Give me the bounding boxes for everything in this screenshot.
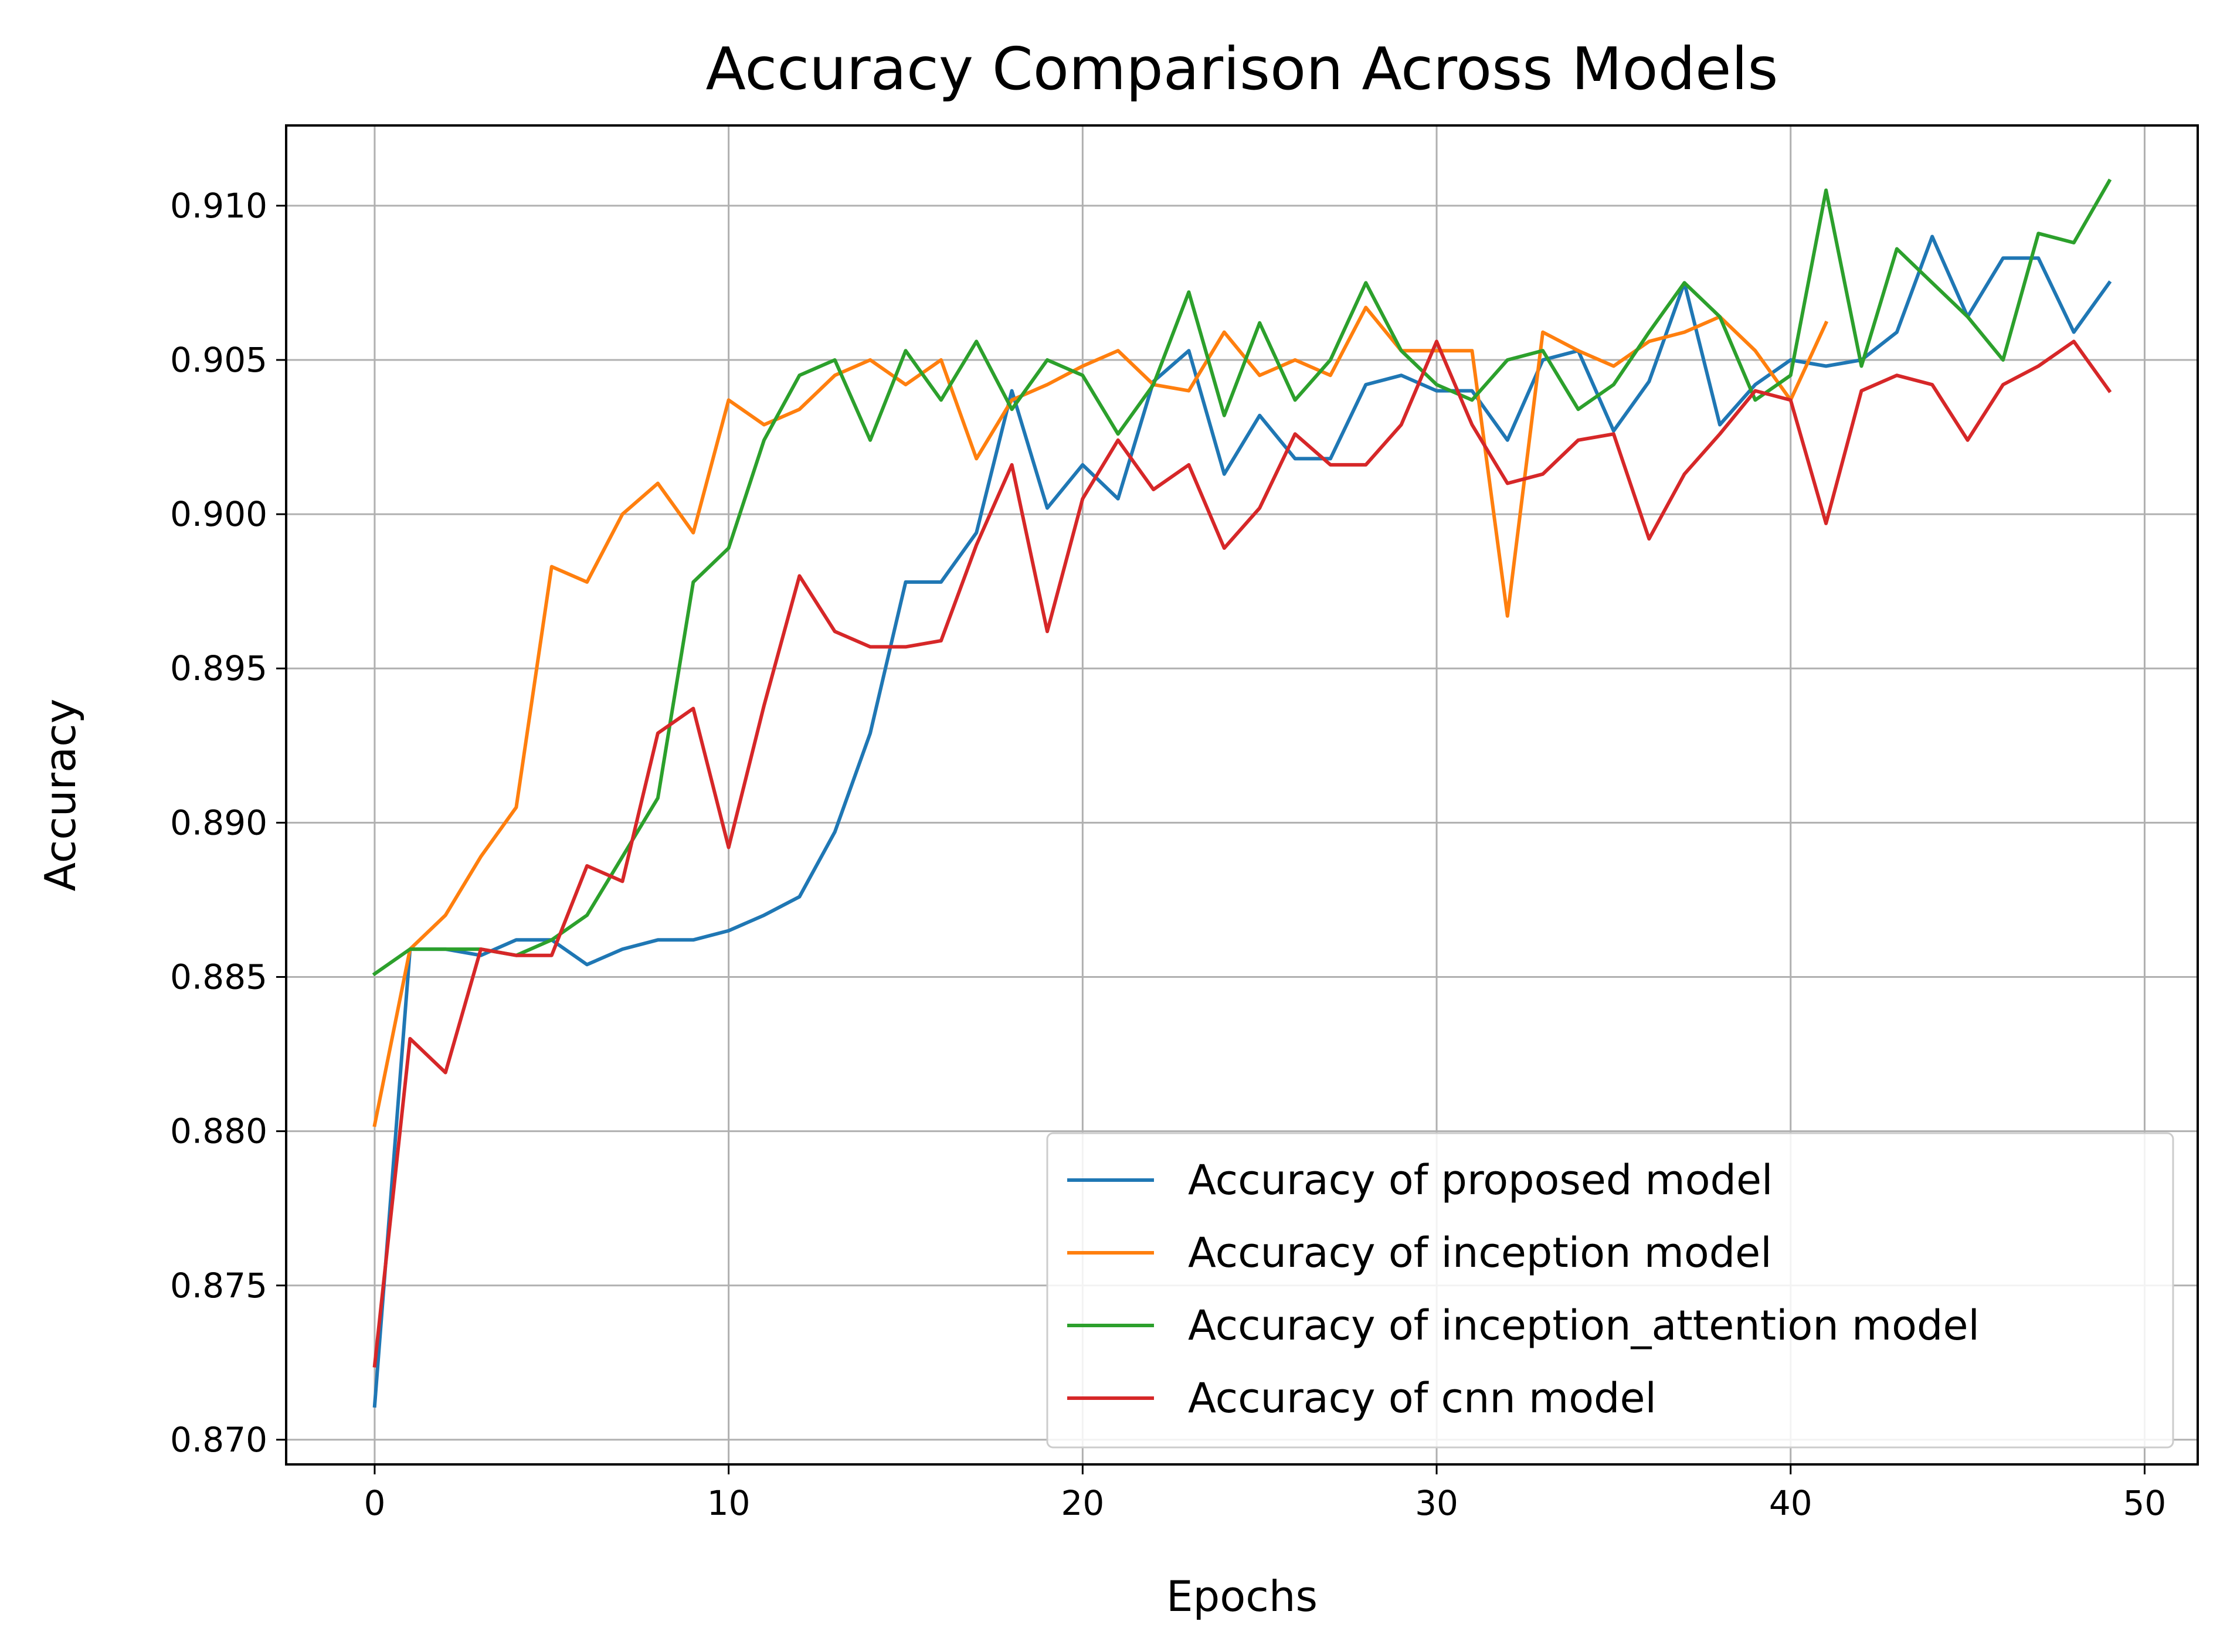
y-tick-label: 0.875	[170, 1266, 267, 1306]
y-axis-title: Accuracy	[36, 699, 85, 892]
y-tick-label: 0.890	[170, 803, 267, 842]
legend-label: Accuracy of cnn model	[1188, 1374, 1656, 1422]
x-tick-label: 20	[1061, 1483, 1104, 1523]
series-line-2	[372, 305, 1829, 1127]
grid-lines	[286, 125, 2198, 1464]
x-axis-title: Epochs	[1166, 1572, 1318, 1621]
x-tick-label: 30	[1415, 1483, 1458, 1523]
x-tick-label: 10	[707, 1483, 751, 1523]
y-tick-label: 0.870	[170, 1420, 267, 1460]
x-tick-label: 40	[1769, 1483, 1812, 1523]
legend-label: Accuracy of inception_attention model	[1188, 1301, 1980, 1350]
axis-ticks: 0 10 20 30 40 50 0.870 0.875 0.880 0.885 0.890 0.89…	[170, 186, 2166, 1523]
plot-area-frame	[285, 124, 2199, 1466]
x-tick-label: 0	[364, 1483, 385, 1523]
y-tick-label: 0.885	[170, 957, 267, 997]
y-tick-label: 0.880	[170, 1111, 267, 1151]
y-tick-label: 0.910	[170, 186, 267, 226]
y-tick-label: 0.905	[170, 340, 267, 380]
legend: Accuracy of proposed model Accuracy of in…	[1046, 1132, 2174, 1449]
legend-box	[1046, 1132, 2174, 1449]
legend-label: Accuracy of inception model	[1188, 1229, 1772, 1277]
series-line-4	[372, 339, 2112, 1368]
series-lines	[372, 178, 2112, 1408]
chart-title: Accuracy Comparison Across Models	[706, 35, 1778, 103]
y-tick-label: 0.900	[170, 494, 267, 534]
x-tick-label: 50	[2123, 1483, 2167, 1523]
y-tick-label: 0.895	[170, 648, 267, 688]
series-line-3	[372, 178, 2112, 977]
series-line-1	[372, 234, 2112, 1408]
legend-label: Accuracy of proposed model	[1188, 1156, 1773, 1204]
